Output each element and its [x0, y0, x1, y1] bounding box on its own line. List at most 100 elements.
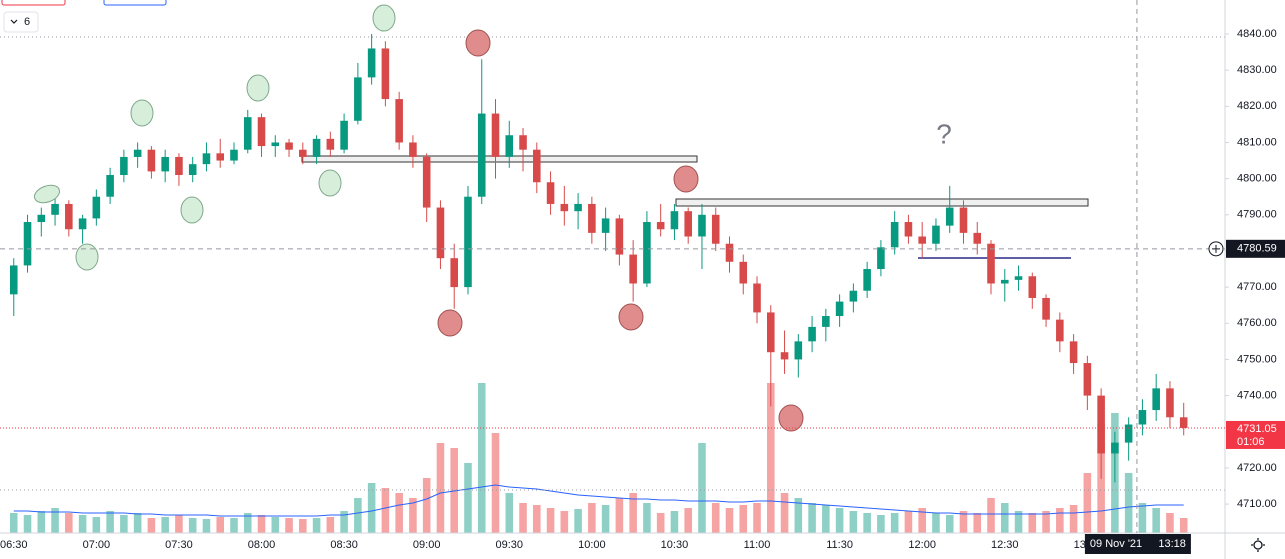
volume-bar — [422, 478, 431, 533]
volume-bar — [767, 383, 775, 533]
x-tick-label: 10:30 — [661, 539, 689, 551]
volume-bar — [574, 509, 582, 533]
volume-bar — [615, 498, 624, 533]
volume-bar — [312, 518, 321, 533]
candle-body — [106, 175, 114, 197]
volume-bar — [822, 505, 830, 533]
candle-body — [464, 196, 472, 288]
x-tick-label: 08:30 — [330, 539, 358, 551]
volume-bar — [987, 498, 995, 533]
candle-body — [739, 261, 748, 284]
last-price-label: 4731.05 — [1237, 423, 1277, 435]
candle-body — [354, 77, 362, 121]
crosshair-price-box — [1226, 239, 1285, 258]
volume-bar — [670, 511, 679, 533]
volume-bar — [932, 513, 940, 533]
volume-bar — [1056, 508, 1064, 533]
volume-bar — [243, 513, 252, 533]
y-tick-label: 4800.00 — [1237, 173, 1277, 185]
volume-bar — [959, 511, 968, 533]
y-tick-label: 4810.00 — [1237, 136, 1277, 148]
volume-bar — [161, 517, 169, 533]
volume-bar — [1152, 508, 1160, 533]
volume-bar — [65, 513, 73, 533]
candle-body — [1152, 388, 1160, 411]
candle-body — [753, 283, 761, 313]
candle-body — [973, 232, 982, 244]
volume-bar — [491, 433, 500, 533]
volume-bar — [835, 508, 844, 533]
candle-body — [175, 156, 183, 176]
candle-body — [1111, 442, 1119, 454]
x-tick-label: 09:30 — [496, 539, 524, 551]
legend-box — [1, 0, 66, 6]
volume-bar — [216, 517, 225, 533]
volume-bar — [409, 498, 417, 533]
x-tick-label: 08:00 — [248, 539, 276, 551]
candle-body — [629, 254, 637, 284]
volume-bar — [340, 511, 348, 533]
candle-body — [918, 236, 926, 244]
zone-rectangle — [301, 155, 698, 163]
candle-body — [477, 113, 486, 197]
candle-body — [395, 99, 403, 143]
candle-body — [1028, 276, 1037, 298]
volume-bar — [326, 517, 335, 533]
settings-button[interactable] — [1251, 538, 1265, 552]
candle-body — [243, 117, 252, 150]
candle-body — [1124, 424, 1133, 443]
green-marker — [180, 196, 204, 224]
candle-body — [684, 211, 692, 237]
candle-body — [808, 326, 816, 342]
candle-body — [1056, 319, 1064, 342]
candle-body — [491, 113, 500, 157]
candle-body — [780, 352, 789, 360]
markers — [33, 4, 804, 432]
volume-bar — [120, 515, 128, 533]
candle-body — [161, 156, 169, 172]
volume-bar — [725, 508, 734, 533]
candle-body — [1179, 417, 1188, 428]
candle-body — [1042, 297, 1050, 320]
collapse-button[interactable] — [3, 11, 39, 33]
volume-bar — [1000, 503, 1009, 533]
volume-bar — [1042, 511, 1050, 533]
candle-body — [1138, 410, 1147, 425]
candle-body — [37, 214, 46, 223]
volume-bar — [505, 493, 514, 533]
volume-bar — [629, 493, 637, 533]
x-tick-label: 07:30 — [165, 539, 193, 551]
volume-bar — [945, 515, 954, 533]
candle-body — [574, 203, 582, 212]
volume-bar — [1124, 473, 1133, 533]
candle-body — [835, 301, 844, 317]
volume-bar — [92, 517, 101, 533]
candle-body — [615, 218, 624, 255]
volume-bar — [202, 519, 211, 533]
candle-body — [1097, 395, 1105, 454]
candle-body — [78, 218, 87, 230]
candle-body — [849, 290, 858, 302]
candle-body — [9, 265, 18, 295]
candle-body — [51, 203, 59, 215]
candle-body — [1014, 276, 1023, 280]
y-tick-label: 4740.00 — [1237, 389, 1277, 401]
green-marker — [372, 4, 396, 32]
volume-bar — [285, 518, 293, 533]
candle-body — [588, 203, 596, 233]
candle-body — [367, 48, 376, 78]
volume-bar — [1069, 505, 1078, 533]
candle-body — [1069, 341, 1078, 364]
hidden-count: 6 — [24, 16, 30, 28]
volume-bar — [354, 498, 362, 533]
candle-body — [533, 149, 541, 183]
candle-body — [670, 211, 679, 230]
reference-lines — [0, 36, 1225, 491]
candle-body — [656, 222, 665, 230]
candle-body — [271, 142, 280, 147]
green-marker — [318, 169, 342, 197]
candle-body — [890, 222, 899, 248]
x-tick-label: 12:00 — [908, 539, 936, 551]
